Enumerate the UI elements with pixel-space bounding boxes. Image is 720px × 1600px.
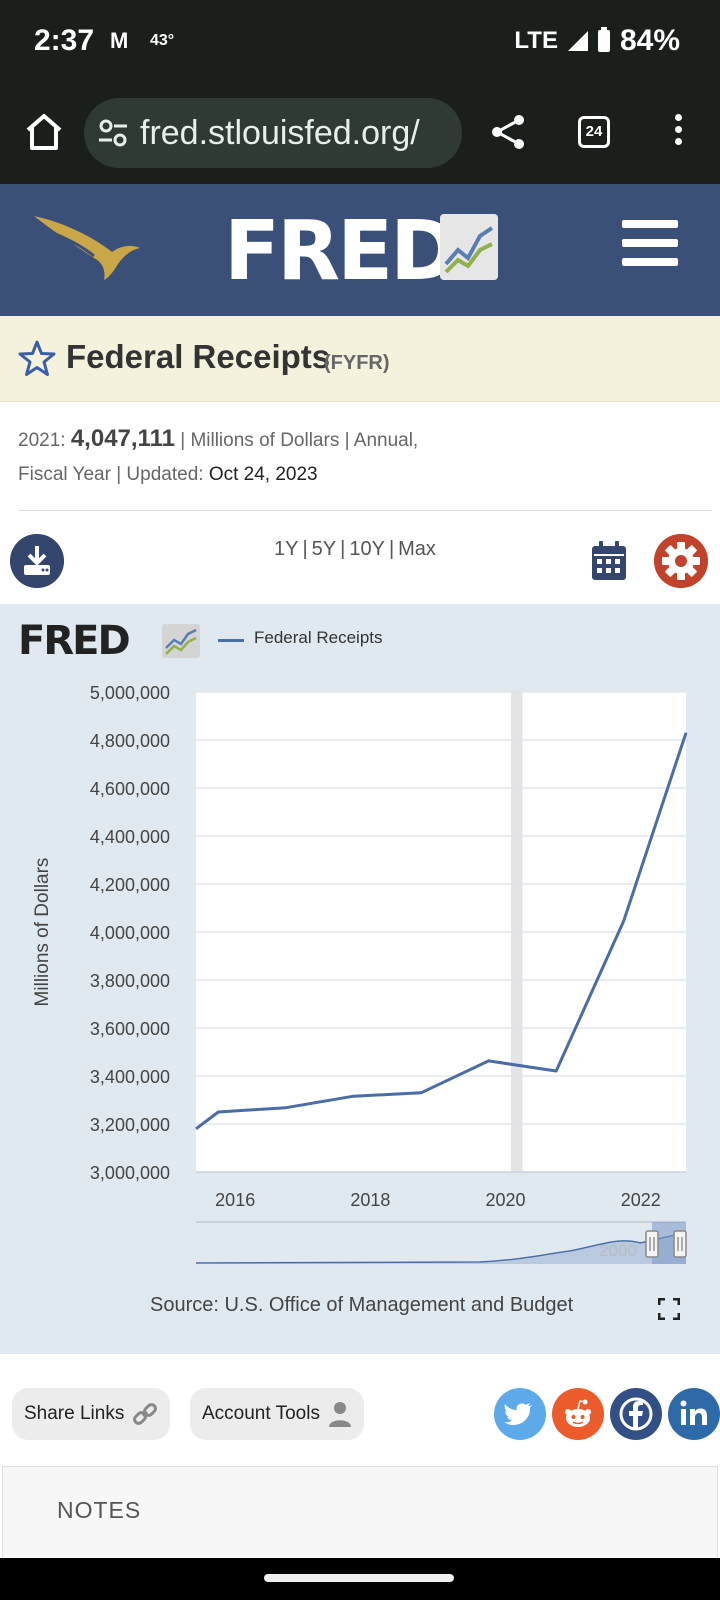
battery-percent: 84% <box>619 24 680 57</box>
series-title-bar: Federal Receipts (FYFR) <box>0 316 720 402</box>
y-tick-label: 3,200,000 <box>90 1115 170 1135</box>
share-icon[interactable] <box>488 112 528 152</box>
y-tick-label: 4,600,000 <box>90 779 170 799</box>
y-tick-label: 3,600,000 <box>90 1019 170 1039</box>
gmail-icon: M <box>110 28 129 53</box>
account-tools-button[interactable]: Account Tools <box>190 1388 364 1440</box>
y-tick-label: 3,400,000 <box>90 1067 170 1087</box>
reddit-share-button[interactable] <box>552 1388 604 1440</box>
more-options-icon[interactable] <box>672 110 684 154</box>
latest-year: 2021: <box>18 430 66 451</box>
battery-icon <box>597 27 610 52</box>
chart-fred-logo: FRED <box>18 618 131 664</box>
legend-swatch <box>218 639 244 642</box>
legend-label: Federal Receipts <box>254 628 383 647</box>
signal-icon <box>567 31 588 51</box>
range-5y[interactable]: 5Y <box>311 538 337 560</box>
chart-panel: 3,000,000 3,200,000 3,400,000 3,600,000 3,80… <box>0 604 720 1354</box>
account-tools-label: Account Tools <box>202 1403 320 1424</box>
home-icon[interactable] <box>22 110 66 154</box>
range-max[interactable]: Max <box>398 538 436 560</box>
x-tick-label: 2020 <box>486 1190 526 1210</box>
date-range-links: 1Y | 5Y | 10Y | Max <box>274 538 436 560</box>
range-1y[interactable]: 1Y <box>274 538 299 560</box>
tab-switcher-button[interactable]: 24 <box>578 116 610 148</box>
updated-date: Oct 24, 2023 <box>208 464 318 485</box>
series-metadata: 2021: 4,047,111 | Millions of Dollars | … <box>18 422 658 492</box>
navigator-area <box>196 1234 686 1264</box>
latest-value: 4,047,111 <box>70 425 175 452</box>
status-bar: 2:37 M 43° LTE 84% <box>0 0 720 88</box>
metadata-line-1: 2021: 4,047,111 | Millions of Dollars | … <box>18 422 658 458</box>
facebook-share-button[interactable] <box>610 1388 662 1440</box>
fiscal-updated-label: Fiscal Year | Updated: <box>18 464 209 485</box>
twitter-share-button[interactable] <box>494 1388 546 1440</box>
twitter-icon <box>504 1403 532 1425</box>
linkedin-icon <box>680 1400 707 1425</box>
series-line <box>195 732 688 1130</box>
notes-section[interactable]: NOTES <box>2 1466 718 1558</box>
web-page: FRED Federal Receipts (FYFR) 2021: 4,047… <box>0 184 720 1558</box>
y-tick-label: 3,800,000 <box>90 971 170 991</box>
share-links-button[interactable]: Share Links <box>12 1388 171 1440</box>
settings-gear-icon[interactable] <box>654 534 708 588</box>
system-nav-bar <box>0 1558 720 1600</box>
line-chart[interactable]: 3,000,000 3,200,000 3,400,000 3,600,000 3,80… <box>0 604 720 1354</box>
chart-source: Source: U.S. Office of Management and Bu… <box>150 1294 574 1316</box>
status-indicators: LTE 84% <box>514 24 680 58</box>
share-links-label: Share Links <box>24 1403 125 1424</box>
fullscreen-icon[interactable] <box>658 1298 680 1320</box>
x-tick-label: 2018 <box>350 1190 390 1210</box>
y-tick-label: 3,000,000 <box>90 1163 170 1183</box>
divider <box>18 510 712 511</box>
hamburger-menu-icon[interactable] <box>622 220 678 268</box>
y-tick-label: 4,400,000 <box>90 827 170 847</box>
x-tick-label: 2016 <box>215 1190 255 1210</box>
x-tick-label: 2022 <box>621 1190 661 1210</box>
metadata-line-2: Fiscal Year | Updated: Oct 24, 2023 <box>18 458 658 492</box>
calendar-icon[interactable] <box>590 540 628 582</box>
linkedin-share-button[interactable] <box>668 1388 720 1440</box>
weather-temperature: 43° <box>150 32 175 49</box>
fred-graph-logo-icon <box>440 214 498 280</box>
y-tick-label: 4,200,000 <box>90 875 170 895</box>
facebook-icon <box>619 1397 653 1431</box>
chart-fred-graph-icon <box>162 624 200 658</box>
status-time: 2:37 <box>34 24 95 57</box>
browser-toolbar: fred.stlouisfed.org/ 24 <box>0 88 720 184</box>
range-10y[interactable]: 10Y <box>349 538 385 560</box>
address-bar[interactable]: fred.stlouisfed.org/ <box>84 98 462 168</box>
notes-heading: NOTES <box>57 1497 142 1523</box>
units-frequency: | Millions of Dollars | Annual, <box>174 430 419 451</box>
user-icon <box>328 1402 351 1427</box>
eagle-logo-icon[interactable] <box>32 212 142 282</box>
link-icon <box>133 1403 158 1425</box>
series-id: (FYFR) <box>324 352 390 374</box>
download-icon[interactable] <box>10 534 64 588</box>
y-tick-label: 4,000,000 <box>90 923 170 943</box>
favorite-star-icon[interactable] <box>18 340 56 378</box>
y-tick-label: 4,800,000 <box>90 731 170 751</box>
fred-logo[interactable]: FRED <box>224 204 458 299</box>
y-tick-label: 5,000,000 <box>90 683 170 703</box>
navigator-handle[interactable] <box>645 1230 659 1258</box>
home-gesture-handle[interactable] <box>264 1574 454 1582</box>
network-label: LTE <box>514 27 558 54</box>
site-settings-icon[interactable] <box>98 119 128 147</box>
navigator-handle[interactable] <box>673 1230 687 1258</box>
url-text: fred.stlouisfed.org/ <box>140 114 420 152</box>
reddit-icon <box>565 1399 591 1427</box>
y-axis-label: Millions of Dollars <box>32 858 53 1007</box>
series-title: Federal Receipts <box>66 338 331 375</box>
site-header: FRED <box>0 184 720 316</box>
navigator-label: 2000 <box>599 1241 637 1260</box>
